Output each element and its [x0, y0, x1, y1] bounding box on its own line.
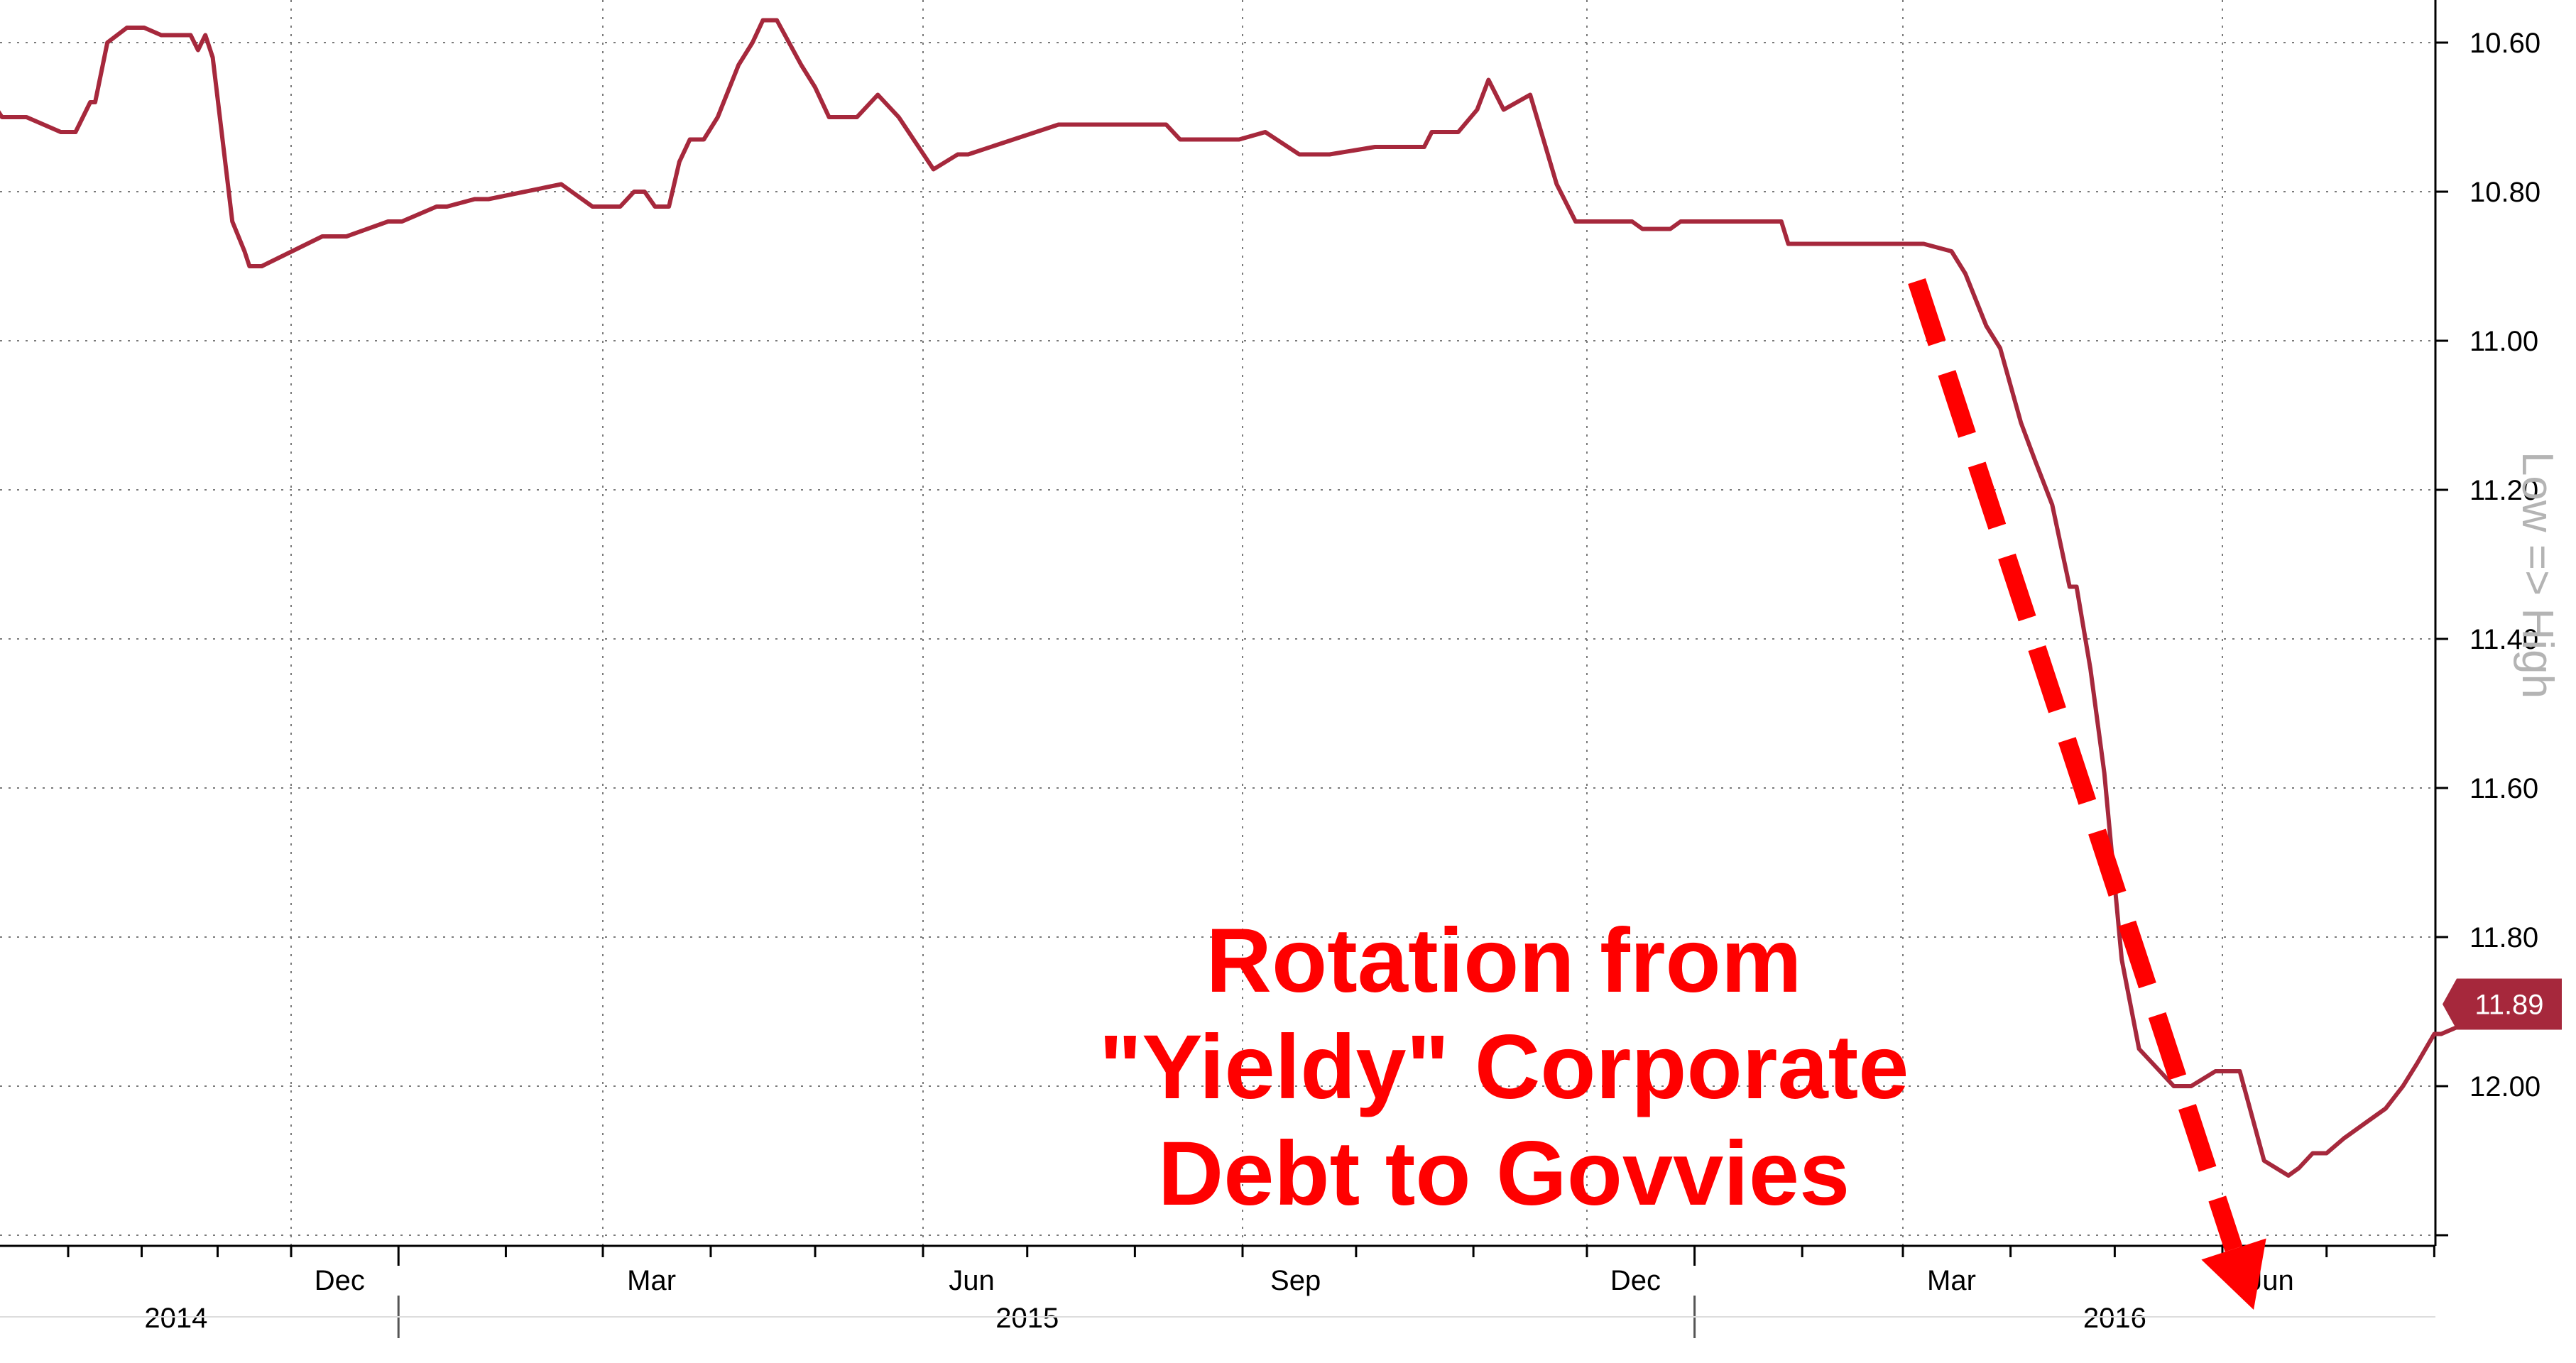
x-month-label: Jun — [949, 1265, 995, 1296]
y-tick-label: 11.00 — [2469, 326, 2538, 357]
annotation-line-3: Debt to Govvies — [1158, 1123, 1850, 1225]
series-layer — [0, 18, 2472, 1178]
gridlines — [0, 0, 2435, 1246]
down-arrow-dashed-shaft — [1908, 278, 2243, 1252]
y-tick-label: 10.80 — [2469, 177, 2540, 208]
last-value-label: 11.89 — [2474, 990, 2543, 1021]
x-year-label: 2015 — [995, 1303, 1059, 1334]
y-tick-label: 11.20 — [2469, 475, 2538, 506]
x-month-label: Dec — [1610, 1265, 1661, 1296]
y-tick-label: 11.40 — [2469, 624, 2538, 655]
x-month-label: Mar — [627, 1265, 676, 1296]
last-value-tag: 11.89 — [2443, 978, 2562, 1030]
annotation-line-1: Rotation from — [1206, 910, 1802, 1012]
x-year-label: 2014 — [144, 1303, 207, 1334]
y-tick-label: 11.80 — [2469, 922, 2538, 953]
y-tick-label: 10.60 — [2469, 28, 2540, 59]
y-axis-note: Low => High — [2513, 451, 2562, 699]
y-tick-label: 11.60 — [2469, 773, 2538, 804]
series-line — [0, 18, 2472, 1178]
x-month-label: Mar — [1927, 1265, 1976, 1296]
x-month-label: Dec — [315, 1265, 365, 1296]
annotation-layer: Rotation from "Yieldy" Corporate Debt to… — [1099, 278, 2266, 1310]
y-axis-ticks: 10.60 10.80 11.00 11.20 11.40 11.60 11.80 12.00 — [2435, 28, 2540, 1237]
x-month-label: Sep — [1270, 1265, 1321, 1296]
annotation-line-2: "Yieldy" Corporate — [1099, 1017, 1909, 1118]
last-value-tag-shape — [2443, 978, 2562, 1030]
down-arrow-head — [2201, 1238, 2266, 1310]
y-tick-label: 12.00 — [2469, 1071, 2540, 1102]
axes — [0, 0, 2437, 1247]
x-year-label: 2016 — [2083, 1303, 2146, 1334]
